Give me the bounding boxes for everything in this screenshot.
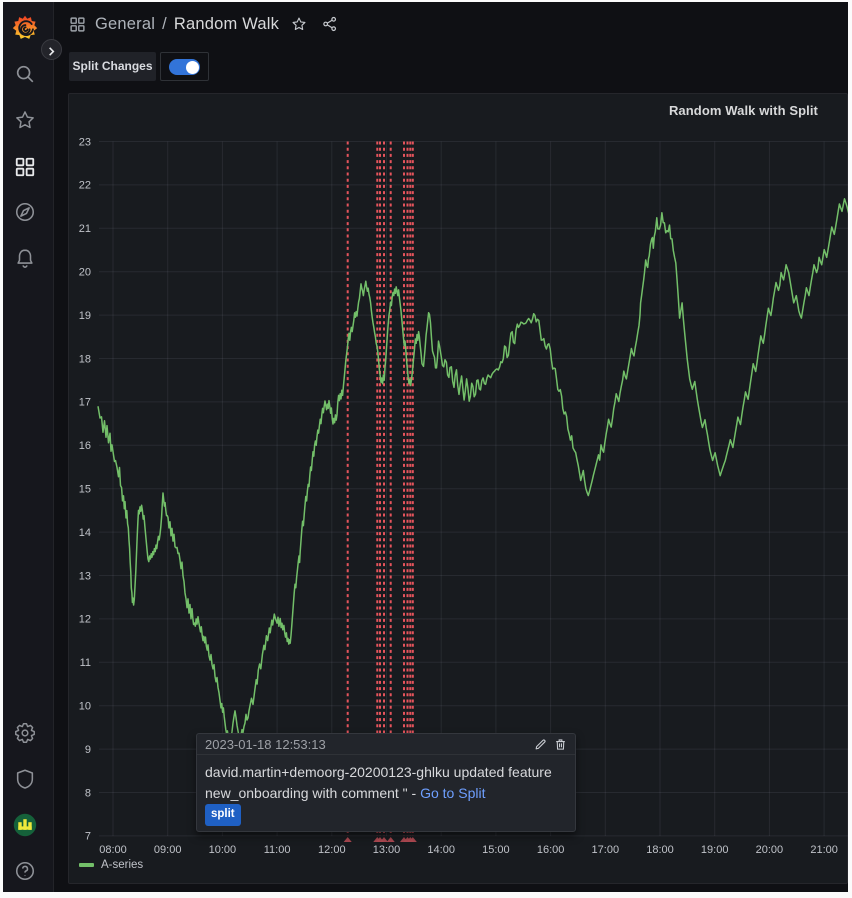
svg-text:11: 11: [80, 657, 91, 669]
svg-text:15: 15: [79, 484, 91, 496]
svg-text:13:00: 13:00: [373, 844, 401, 856]
svg-text:8: 8: [85, 787, 91, 799]
svg-text:13: 13: [79, 570, 91, 582]
svg-text:9: 9: [85, 744, 91, 756]
svg-text:21:00: 21:00: [810, 844, 838, 856]
svg-text:08:00: 08:00: [99, 844, 127, 856]
svg-text:17: 17: [79, 397, 91, 409]
svg-text:15:00: 15:00: [482, 844, 510, 856]
svg-text:17:00: 17:00: [592, 844, 620, 856]
svg-text:20:00: 20:00: [756, 844, 784, 856]
svg-text:7: 7: [85, 831, 91, 843]
svg-text:12: 12: [79, 614, 91, 626]
svg-text:10: 10: [79, 701, 91, 713]
svg-text:14:00: 14:00: [427, 844, 455, 856]
svg-text:22: 22: [79, 180, 91, 192]
svg-text:09:00: 09:00: [154, 844, 182, 856]
svg-text:18: 18: [79, 353, 91, 365]
svg-text:11:00: 11:00: [264, 844, 291, 856]
svg-text:12:00: 12:00: [318, 844, 346, 856]
svg-text:23: 23: [79, 136, 91, 148]
svg-text:19:00: 19:00: [701, 844, 729, 856]
svg-text:14: 14: [79, 527, 91, 539]
svg-text:21: 21: [79, 223, 91, 235]
svg-text:16:00: 16:00: [537, 844, 565, 856]
svg-text:19: 19: [79, 310, 91, 322]
svg-text:16: 16: [79, 440, 91, 452]
svg-text:18:00: 18:00: [646, 844, 674, 856]
svg-text:10:00: 10:00: [209, 844, 237, 856]
svg-text:20: 20: [79, 267, 91, 279]
